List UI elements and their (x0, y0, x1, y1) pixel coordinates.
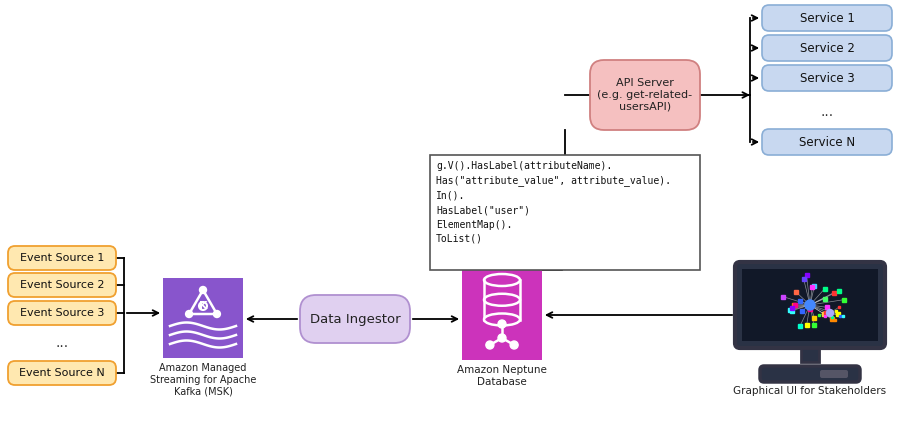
Circle shape (186, 311, 192, 318)
Text: Event Source 2: Event Source 2 (20, 280, 104, 290)
Text: Service 3: Service 3 (800, 72, 855, 85)
Text: ...: ... (56, 336, 69, 350)
Text: Service 2: Service 2 (800, 41, 855, 54)
Circle shape (498, 334, 506, 342)
Circle shape (510, 341, 518, 349)
FancyBboxPatch shape (762, 5, 892, 31)
FancyBboxPatch shape (801, 348, 819, 362)
Ellipse shape (484, 274, 520, 286)
Ellipse shape (484, 294, 520, 306)
Text: g.V().HasLabel(attributeName).
Has("attribute_value", attribute_value).
In().
Ha: g.V().HasLabel(attributeName). Has("attr… (436, 161, 671, 244)
Ellipse shape (484, 314, 520, 325)
Text: Service N: Service N (799, 136, 855, 149)
FancyBboxPatch shape (8, 361, 116, 385)
Circle shape (805, 300, 815, 310)
FancyBboxPatch shape (8, 301, 116, 325)
Text: K: K (199, 301, 207, 311)
Circle shape (498, 320, 506, 328)
FancyBboxPatch shape (590, 60, 700, 130)
FancyBboxPatch shape (762, 65, 892, 91)
Text: Graphical UI for Stakeholders: Graphical UI for Stakeholders (734, 386, 887, 396)
Circle shape (485, 341, 494, 349)
Text: Amazon Neptune
Database: Amazon Neptune Database (457, 365, 547, 387)
Circle shape (826, 309, 834, 317)
Text: Event Source N: Event Source N (19, 368, 104, 378)
Text: Event Source 1: Event Source 1 (20, 253, 104, 263)
FancyBboxPatch shape (462, 270, 542, 360)
Text: ...: ... (821, 105, 834, 119)
Text: Data Ingestor: Data Ingestor (310, 312, 400, 325)
Text: Amazon Managed
Streaming for Apache
Kafka (MSK): Amazon Managed Streaming for Apache Kafk… (150, 363, 256, 396)
FancyBboxPatch shape (163, 278, 243, 358)
Text: Event Source 3: Event Source 3 (20, 308, 104, 318)
Text: Service 1: Service 1 (800, 12, 855, 25)
FancyBboxPatch shape (8, 246, 116, 270)
Circle shape (200, 286, 206, 293)
FancyBboxPatch shape (762, 35, 892, 61)
FancyBboxPatch shape (8, 273, 116, 297)
FancyBboxPatch shape (760, 366, 860, 382)
FancyBboxPatch shape (762, 129, 892, 155)
FancyBboxPatch shape (742, 269, 878, 341)
Text: API Server
(e.g. get-related-
usersAPI): API Server (e.g. get-related- usersAPI) (597, 78, 692, 111)
FancyBboxPatch shape (735, 262, 885, 348)
Circle shape (213, 311, 221, 318)
FancyBboxPatch shape (430, 155, 700, 270)
FancyBboxPatch shape (300, 295, 410, 343)
FancyBboxPatch shape (820, 370, 848, 378)
